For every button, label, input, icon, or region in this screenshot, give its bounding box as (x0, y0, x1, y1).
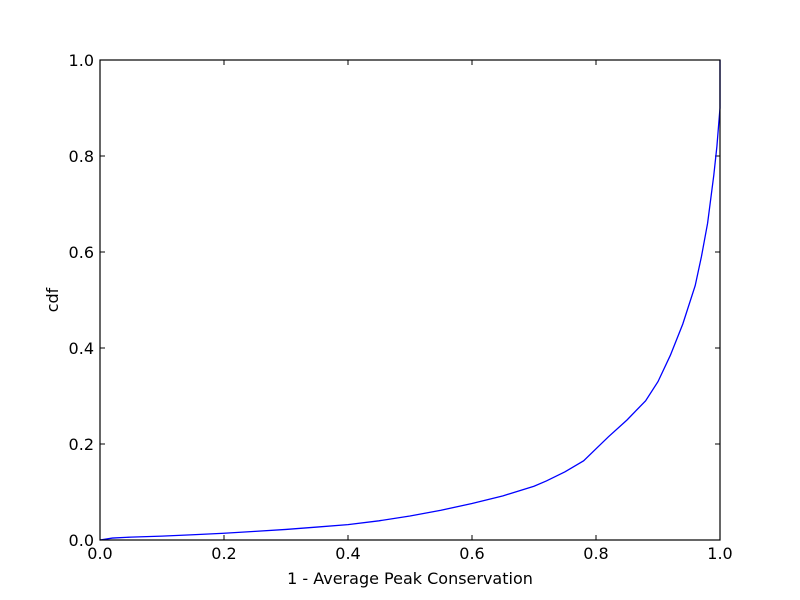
y-axis-label: cdf (43, 287, 62, 312)
y-tick-label: 0.6 (69, 243, 94, 262)
cdf-line (99, 60, 721, 541)
y-tick-label: 0.2 (69, 435, 94, 454)
y-tick-label: 0.8 (69, 147, 94, 166)
x-tick-label: 1.0 (707, 544, 732, 563)
tick-marks (99, 59, 721, 541)
x-tick-label: 0.6 (459, 544, 484, 563)
x-tick-label: 0.0 (87, 544, 112, 563)
x-axis-label: 1 - Average Peak Conservation (287, 569, 533, 588)
y-tick-label: 1.0 (69, 51, 94, 70)
x-tick-label: 0.8 (583, 544, 608, 563)
x-tick-label: 0.2 (211, 544, 236, 563)
y-tick-labels: 0.0 0.2 0.4 0.6 0.8 1.0 (69, 51, 94, 550)
y-tick-label: 0.4 (69, 339, 94, 358)
y-tick-label: 0.0 (69, 531, 94, 550)
plot-area-frame (99, 59, 721, 541)
x-tick-label: 0.4 (335, 544, 360, 563)
x-tick-labels: 0.0 0.2 0.4 0.6 0.8 1.0 (87, 544, 732, 563)
